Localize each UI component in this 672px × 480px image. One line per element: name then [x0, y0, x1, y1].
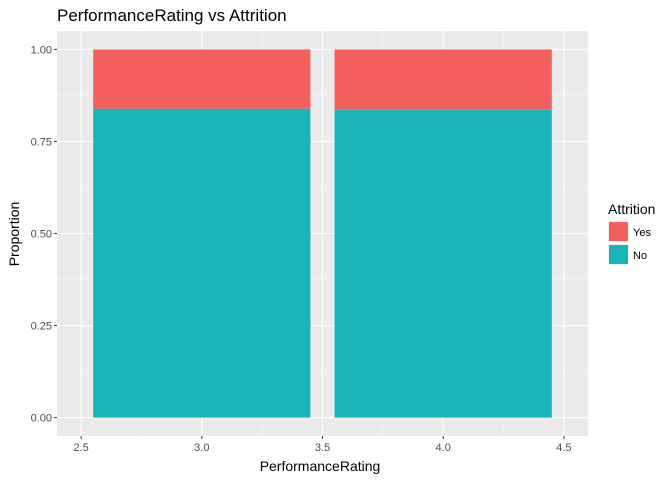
legend-label-yes: Yes [633, 227, 651, 239]
y-tick-label: 1.00 [31, 44, 52, 56]
y-tick-label: 0.00 [31, 413, 52, 425]
legend: Attrition Yes No [608, 201, 655, 265]
y-tick-label: 0.25 [31, 321, 52, 333]
y-tick-label: 0.50 [31, 229, 52, 241]
legend-label-no: No [633, 250, 647, 262]
y-axis-title: Proportion [6, 202, 22, 267]
legend-swatch-no [609, 245, 628, 264]
x-tick-label: 4.0 [436, 442, 451, 454]
y-tick-label: 0.75 [31, 136, 52, 148]
bar-yes-3 [93, 49, 311, 109]
chart-title: PerformanceRating vs Attrition [57, 6, 287, 25]
legend-swatch-yes [609, 222, 628, 241]
x-tick-label: 3.5 [315, 442, 330, 454]
legend-title: Attrition [608, 201, 655, 217]
x-tick-label: 3.0 [194, 442, 209, 454]
bars [93, 49, 552, 418]
x-tick-label: 4.5 [556, 442, 571, 454]
bar-yes-4 [334, 49, 552, 110]
x-axis-title: PerformanceRating [260, 458, 381, 474]
x-axis: 2.5 3.0 3.5 4.0 4.5 [73, 436, 572, 454]
y-axis: 0.00 0.25 0.50 0.75 1.00 [31, 44, 57, 425]
bar-no-3 [93, 108, 311, 418]
bar-no-4 [334, 109, 552, 418]
x-tick-label: 2.5 [73, 442, 88, 454]
